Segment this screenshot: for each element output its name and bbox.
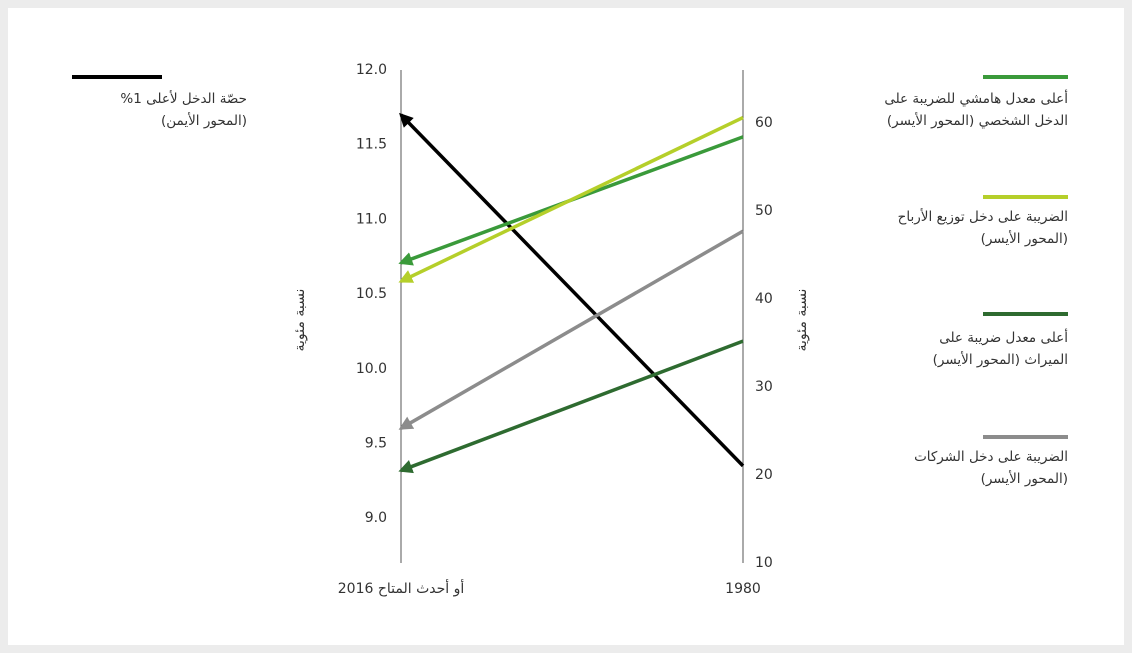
series-line [399,112,745,468]
y-tick-label: 9.5 [365,435,387,451]
y2-tick-label: 30 [755,379,773,395]
y2-tick-label: 20 [755,467,773,483]
y-tick-label: 9.0 [365,510,387,526]
y2-tick-label: 40 [755,291,773,307]
y2-axis-label: نسبة مئوية [794,289,810,352]
panel [8,8,1124,645]
y-tick-label: 11.5 [356,137,387,153]
legend-label: حصّة الدخل لأعلى 1% (المحور الأيمن) [120,91,247,129]
y-tick-label: 10.0 [356,361,387,377]
series-line [398,229,744,430]
y2-tick-label: 60 [755,115,773,131]
y2-tick-label: 50 [755,203,773,219]
x-tick-label: 2016 أو أحدث المتاح [338,579,465,597]
y-tick-label: 10.5 [356,286,387,302]
legend-label: أعلى معدل هامشي للضريبة على الدخل الشخصي… [884,91,1068,129]
x-tick-label: 1980 [725,581,761,597]
legend-label: الضريبة على دخل توزيع الأرباح (المحور ال… [897,209,1068,247]
series-line [398,115,744,283]
legend-label: أعلى معدل ضريبة على الميراث (المحور الأي… [932,330,1068,368]
series-line [398,339,744,474]
legend-label: الضريبة على دخل الشركات (المحور الأيسر) [914,449,1068,487]
y-tick-label: 12.0 [356,62,387,78]
y-tick-label: 11.0 [356,211,387,227]
y-axis-label: نسبة مئوية [292,289,308,352]
y2-tick-label: 10 [755,555,773,571]
